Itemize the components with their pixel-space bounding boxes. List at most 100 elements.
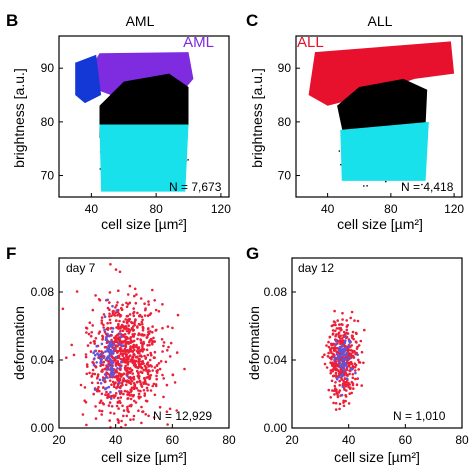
point bbox=[117, 407, 120, 410]
y-tick-label: 0.08 bbox=[264, 285, 288, 299]
point bbox=[137, 389, 140, 392]
point bbox=[146, 353, 150, 357]
point bbox=[164, 360, 168, 364]
point bbox=[331, 329, 335, 332]
point bbox=[351, 383, 355, 387]
point bbox=[94, 365, 98, 369]
point bbox=[113, 382, 116, 386]
point bbox=[366, 185, 368, 187]
point bbox=[96, 375, 100, 378]
point bbox=[341, 311, 344, 315]
point bbox=[126, 375, 129, 378]
panel-g-ticks: 20 40 60 80 0.00 0.04 0.08 bbox=[264, 285, 469, 447]
point bbox=[120, 360, 123, 364]
point bbox=[126, 302, 130, 306]
point bbox=[87, 332, 91, 336]
point bbox=[145, 366, 148, 370]
point bbox=[100, 342, 104, 346]
point bbox=[92, 392, 95, 396]
point bbox=[138, 360, 141, 363]
point bbox=[335, 353, 339, 356]
point bbox=[123, 389, 127, 393]
point bbox=[333, 384, 337, 388]
point bbox=[333, 309, 336, 313]
point bbox=[83, 386, 87, 389]
point bbox=[135, 345, 138, 349]
point bbox=[119, 365, 122, 369]
point bbox=[135, 387, 139, 390]
point bbox=[118, 342, 121, 346]
point bbox=[122, 378, 125, 381]
y-tick-label: 90 bbox=[278, 61, 292, 75]
point bbox=[339, 342, 342, 346]
point bbox=[332, 349, 336, 352]
point bbox=[114, 344, 118, 347]
point bbox=[339, 340, 343, 343]
point bbox=[121, 404, 124, 408]
point bbox=[152, 382, 156, 386]
point bbox=[113, 314, 117, 317]
point bbox=[97, 349, 101, 353]
x-tick-label: 60 bbox=[166, 433, 180, 447]
point bbox=[122, 320, 125, 324]
point bbox=[158, 367, 162, 371]
point bbox=[347, 383, 350, 387]
x-tick-label: 80 bbox=[222, 433, 236, 447]
point bbox=[102, 356, 106, 359]
point bbox=[138, 379, 142, 383]
x-tick-label: 60 bbox=[399, 433, 413, 447]
point bbox=[124, 327, 127, 331]
point bbox=[132, 339, 136, 343]
point bbox=[144, 308, 147, 312]
point bbox=[331, 370, 335, 373]
point bbox=[127, 324, 130, 328]
point bbox=[122, 414, 125, 418]
point bbox=[112, 412, 116, 415]
point bbox=[138, 332, 141, 336]
point bbox=[148, 343, 151, 347]
point bbox=[328, 335, 332, 339]
point bbox=[323, 362, 327, 366]
point bbox=[335, 389, 338, 393]
point bbox=[126, 380, 130, 383]
panel-b-xlabel: cell size [µm²] bbox=[101, 216, 187, 232]
point bbox=[347, 352, 351, 355]
point bbox=[352, 387, 355, 390]
x-tick-label: 120 bbox=[444, 202, 464, 216]
point bbox=[141, 362, 144, 366]
point bbox=[159, 360, 163, 363]
panel-b-ticks: 40 80 120 70 80 90 bbox=[41, 61, 232, 216]
point bbox=[118, 390, 121, 393]
point bbox=[108, 334, 111, 338]
point bbox=[116, 311, 120, 314]
point bbox=[345, 358, 348, 362]
point bbox=[126, 372, 129, 376]
point bbox=[102, 323, 105, 327]
panel-f-count: N = 12,929 bbox=[153, 409, 212, 423]
point bbox=[341, 368, 345, 371]
panel-c: C ALL N = 4,418 ALL 40 80 120 70 80 90 cell s… bbox=[246, 11, 464, 232]
point bbox=[339, 356, 342, 360]
point bbox=[95, 344, 98, 348]
point bbox=[137, 409, 140, 413]
point bbox=[145, 348, 149, 352]
point bbox=[146, 361, 150, 364]
point bbox=[134, 356, 138, 359]
point bbox=[122, 392, 125, 396]
point bbox=[140, 360, 144, 364]
point bbox=[132, 310, 136, 314]
point bbox=[360, 384, 364, 387]
point bbox=[119, 313, 122, 317]
point bbox=[351, 373, 355, 376]
point bbox=[88, 371, 91, 375]
point bbox=[98, 409, 101, 413]
point bbox=[343, 377, 347, 380]
point bbox=[146, 376, 150, 379]
point bbox=[114, 363, 118, 367]
point bbox=[124, 343, 128, 346]
point bbox=[141, 325, 145, 329]
point bbox=[158, 405, 162, 409]
point bbox=[136, 337, 139, 341]
point bbox=[112, 385, 116, 389]
